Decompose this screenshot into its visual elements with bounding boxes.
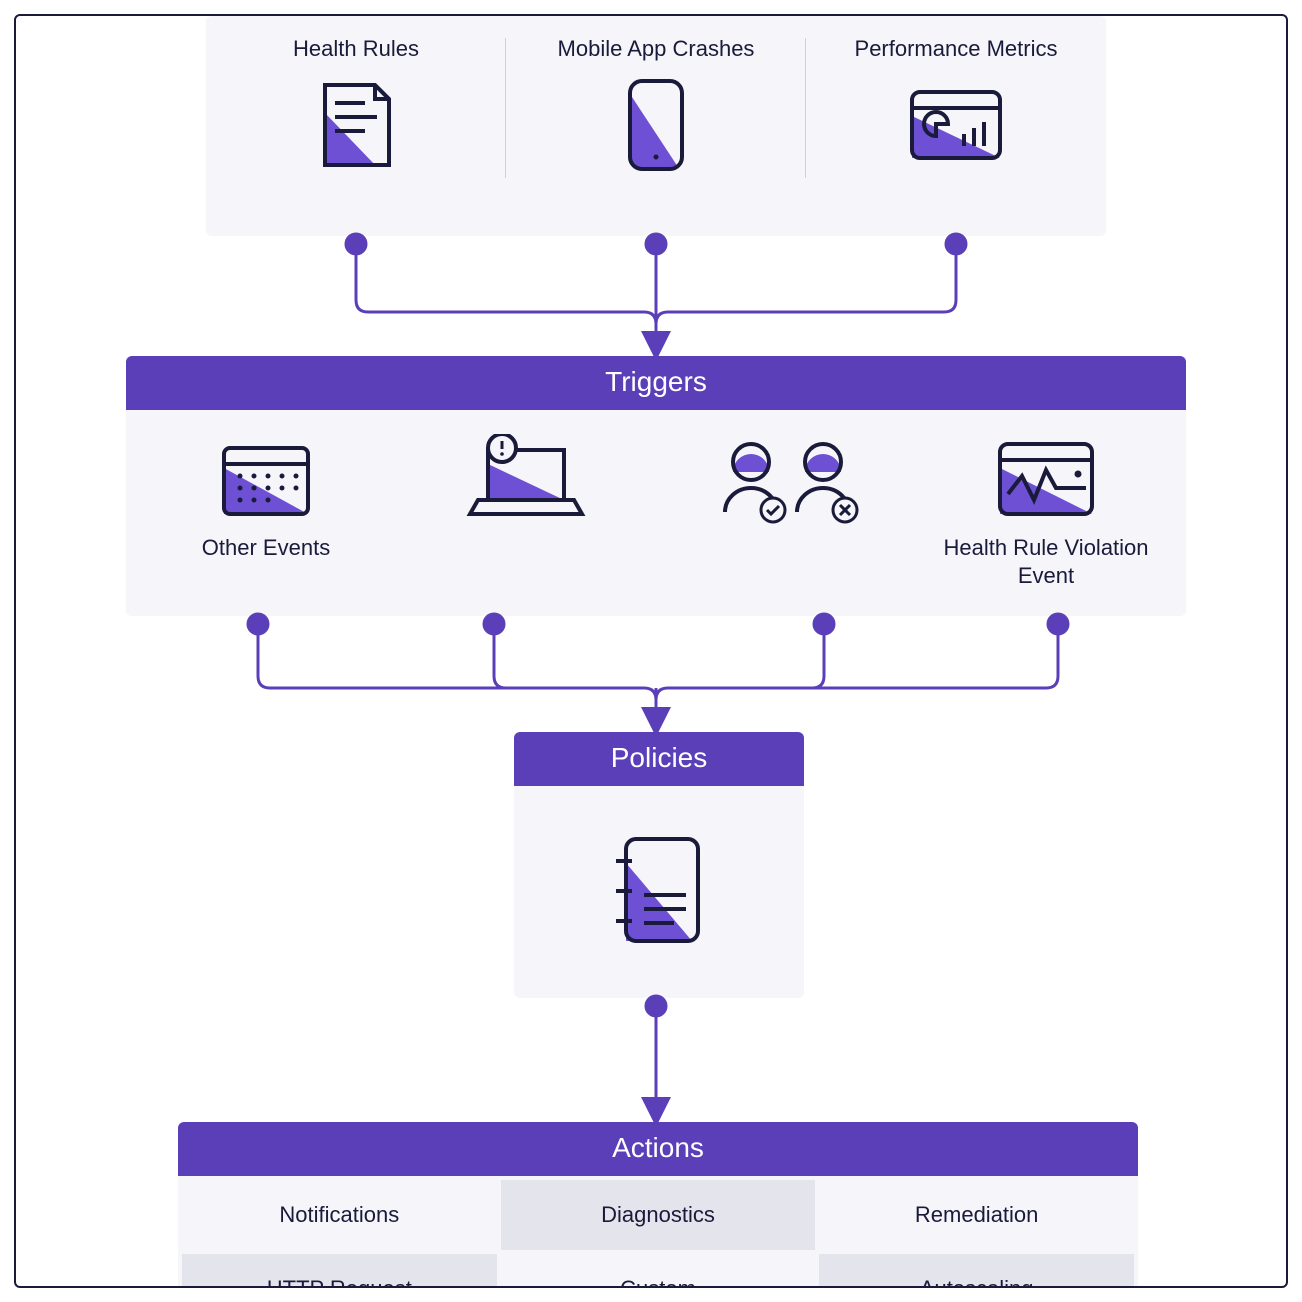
sources-row: Health Rules Mobile App Crashes: [206, 16, 1106, 236]
health-rules-icon: [206, 80, 506, 170]
actions-panel: Actions Notifications Diagnostics Remedi…: [178, 1122, 1138, 1288]
notebook-icon: [610, 833, 708, 949]
metrics-icon: [806, 80, 1106, 170]
action-autoscaling: Autoscaling: [819, 1254, 1134, 1288]
source-perf-metrics: Performance Metrics: [806, 16, 1106, 236]
triggers-row: Other Events: [126, 410, 1186, 600]
policies-panel: Policies: [514, 732, 804, 998]
source-health-rules: Health Rules: [206, 16, 506, 236]
source-mobile-crashes: Mobile App Crashes: [506, 16, 806, 236]
source-label: Performance Metrics: [806, 36, 1106, 62]
actions-header: Actions: [178, 1122, 1138, 1176]
diagram-frame: Health Rules Mobile App Crashes: [14, 14, 1288, 1288]
trigger-other-events: Other Events: [136, 434, 396, 590]
trigger-label: [396, 534, 656, 590]
source-label: Health Rules: [206, 36, 506, 62]
action-custom: Custom: [501, 1254, 816, 1288]
trigger-label: Other Events: [136, 534, 396, 590]
mobile-icon: [506, 80, 806, 170]
policies-header: Policies: [514, 732, 804, 786]
action-remediation: Remediation: [819, 1180, 1134, 1250]
source-label: Mobile App Crashes: [506, 36, 806, 62]
trigger-users: [656, 434, 916, 590]
triggers-panel: Triggers Other Events: [126, 356, 1186, 616]
policies-icon-wrap: [514, 786, 804, 996]
sources-panel: Health Rules Mobile App Crashes: [206, 16, 1106, 236]
laptop-alert-icon: [396, 434, 656, 524]
health-violation-icon: [916, 434, 1176, 524]
users-icon: [656, 434, 916, 524]
trigger-label: [656, 534, 916, 590]
triggers-header: Triggers: [126, 356, 1186, 410]
calendar-icon: [136, 434, 396, 524]
action-http-request: HTTP Request: [182, 1254, 497, 1288]
action-notifications: Notifications: [182, 1180, 497, 1250]
action-diagnostics: Diagnostics: [501, 1180, 816, 1250]
trigger-health-violation: Health Rule Violation Event: [916, 434, 1176, 590]
trigger-laptop-alert: [396, 434, 656, 590]
actions-grid: Notifications Diagnostics Remediation HT…: [178, 1176, 1138, 1288]
trigger-label: Health Rule Violation Event: [916, 534, 1176, 590]
